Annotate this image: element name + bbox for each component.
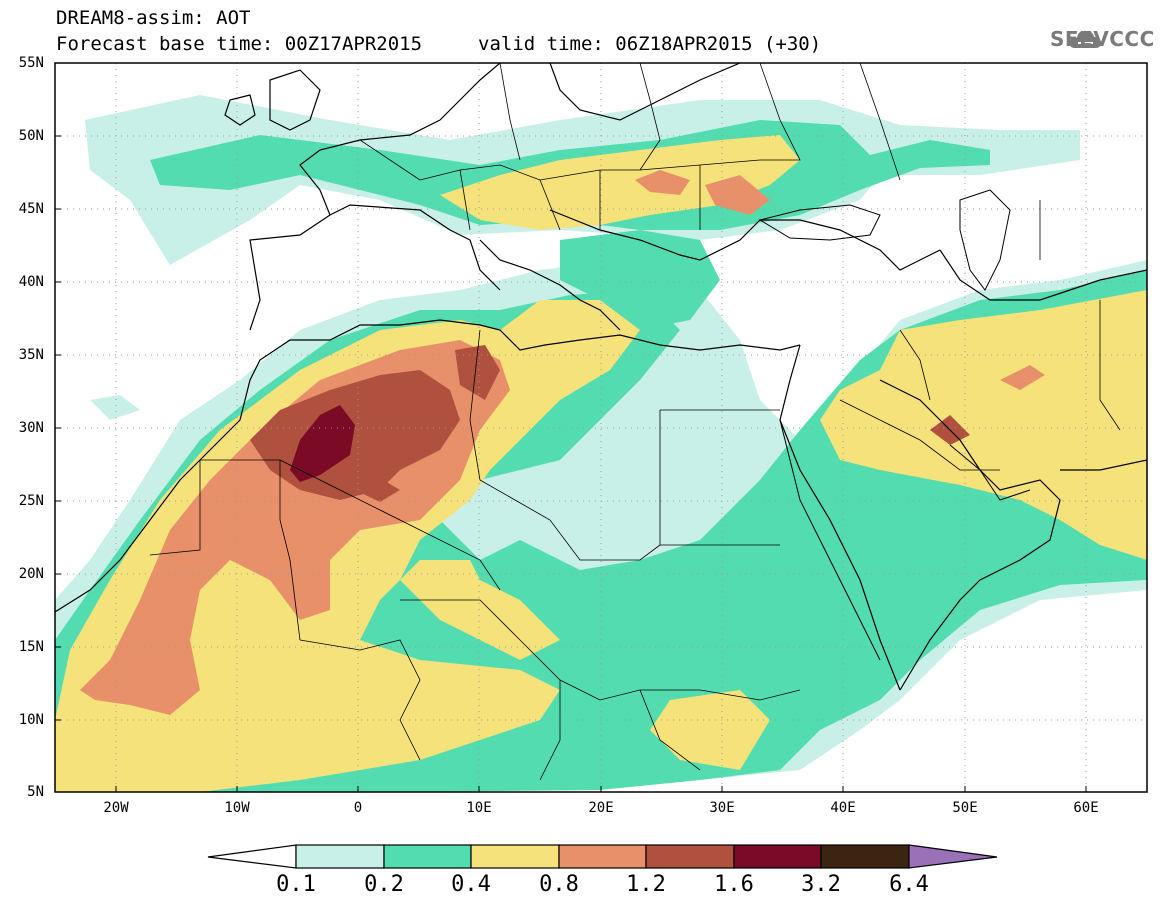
colorbar-label: 1.6 — [714, 872, 754, 897]
lat-label: 55N — [18, 55, 44, 71]
colorbar-label: 0.8 — [539, 872, 579, 897]
axis-ticks — [55, 135, 1087, 792]
lon-label: 0 — [353, 800, 363, 816]
lon-label: 20E — [588, 800, 614, 816]
colorbar-label: 1.2 — [626, 872, 666, 897]
colorbar-swatch-1 — [295, 844, 385, 869]
colorbar-label: 0.1 — [276, 872, 316, 897]
country-borders — [149, 63, 1121, 781]
colorbar-swatch-4 — [558, 844, 647, 869]
lat-label: 10N — [18, 712, 44, 728]
colorbar-label: 6.4 — [889, 872, 929, 897]
lon-label: 30E — [709, 800, 735, 816]
lat-label: 50N — [18, 128, 44, 144]
lon-label: 10W — [224, 800, 250, 816]
lon-label: 20W — [103, 800, 129, 816]
lat-label: 5N — [27, 784, 44, 800]
lon-label: 10E — [466, 800, 492, 816]
valid-time: valid time: 06Z18APR2015 (+30) — [478, 33, 822, 55]
colorbar-label: 0.2 — [364, 872, 404, 897]
forecast-base-time: Forecast base time: 00Z17APR2015 — [56, 33, 423, 55]
colorbar-swatch-below — [207, 844, 297, 869]
colorbar-swatch-6 — [733, 844, 822, 869]
lat-label: 30N — [18, 420, 44, 436]
lat-label: 20N — [18, 566, 44, 582]
seevccc-logo: SEEVCCC — [1050, 27, 1155, 51]
chart-title: DREAM8-assim: AOT — [56, 7, 251, 29]
lon-label: 60E — [1073, 800, 1099, 816]
colorbar — [207, 844, 998, 869]
colorbar-label: 0.4 — [451, 872, 491, 897]
colorbar-swatch-7 — [820, 844, 910, 869]
cloud-icon — [1069, 30, 1101, 48]
colorbar-label: 3.2 — [801, 872, 841, 897]
colorbar-swatch-5 — [645, 844, 735, 869]
colorbar-swatch-3 — [470, 844, 560, 869]
lat-label: 40N — [18, 274, 44, 290]
aot-level-1.6 — [290, 405, 355, 482]
lat-label: 15N — [18, 639, 44, 655]
map-graticule — [55, 63, 1147, 792]
lon-label: 40E — [830, 800, 856, 816]
lat-label: 25N — [18, 493, 44, 509]
lat-label: 45N — [18, 201, 44, 217]
lon-label: 50E — [952, 800, 978, 816]
water-bodies — [758, 189, 1031, 661]
lat-label: 35N — [18, 347, 44, 363]
colorbar-swatch-above — [908, 844, 998, 869]
colorbar-swatch-2 — [383, 844, 472, 869]
aot-level-0.4 — [55, 135, 1147, 792]
